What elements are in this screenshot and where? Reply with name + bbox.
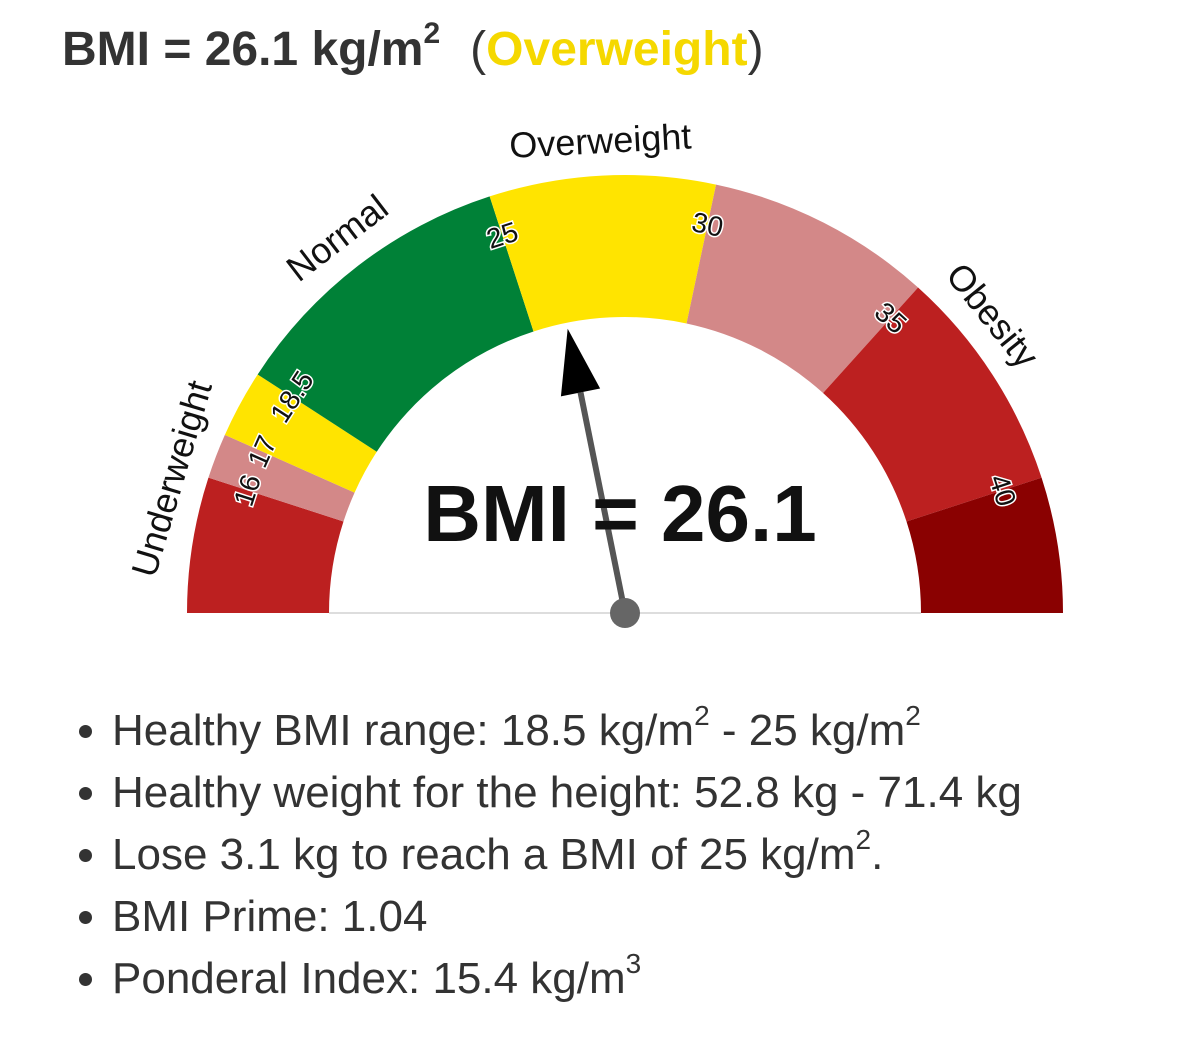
detail-item: Healthy BMI range: 18.5 kg/m2 - 25 kg/m2 (112, 700, 1022, 762)
gauge-band (489, 174, 717, 332)
detail-text: Lose 3.1 kg to reach a BMI of 25 kg/m (112, 830, 856, 879)
zone-label: Overweight (508, 115, 692, 165)
title-text: BMI = 26.1 kg/m (62, 23, 424, 76)
detail-item: BMI Prime: 1.04 (112, 886, 1022, 948)
needle (560, 328, 640, 628)
status: (Overweight) (470, 23, 763, 76)
needle-shaft (577, 391, 628, 614)
gauge-band (187, 477, 344, 613)
detail-text: BMI Prime: 1.04 (112, 892, 428, 941)
status-text: Overweight (486, 23, 748, 76)
title: BMI = 26.1 kg/m2 (Overweight) (62, 19, 764, 77)
tick-label: 30 (689, 206, 726, 243)
detail-text: Healthy weight for the height: 52.8 kg -… (112, 768, 1022, 817)
detail-text: Healthy BMI range: 18.5 kg/m (112, 706, 695, 755)
detail-text: - 25 kg/m (709, 706, 906, 755)
title-sup: 2 (423, 17, 441, 50)
detail-item: Ponderal Index: 15.4 kg/m3 (112, 948, 1022, 1010)
detail-text: Ponderal Index: 15.4 kg/m (112, 954, 626, 1003)
detail-sup: 2 (694, 700, 710, 731)
detail-item: Healthy weight for the height: 52.8 kg -… (112, 762, 1022, 824)
detail-item: Lose 3.1 kg to reach a BMI of 25 kg/m2. (112, 824, 1022, 886)
details-list: Healthy BMI range: 18.5 kg/m2 - 25 kg/m2… (70, 700, 1022, 1010)
needle-head (560, 328, 601, 397)
detail-sup: 3 (625, 948, 642, 979)
status-open: ( (470, 23, 487, 76)
detail-sup: 2 (855, 824, 872, 855)
detail-sup: 2 (905, 700, 921, 731)
gauge-band (823, 287, 1042, 522)
status-close: ) (747, 23, 764, 76)
gauge-band (686, 184, 919, 394)
gauge-band (208, 434, 355, 522)
center-label: BMI = 26.1 (423, 469, 817, 558)
needle-hub (610, 598, 640, 628)
detail-text: . (871, 830, 884, 879)
gauge-band (906, 477, 1063, 613)
gauge-band (257, 196, 534, 452)
gauge-band (224, 374, 377, 493)
